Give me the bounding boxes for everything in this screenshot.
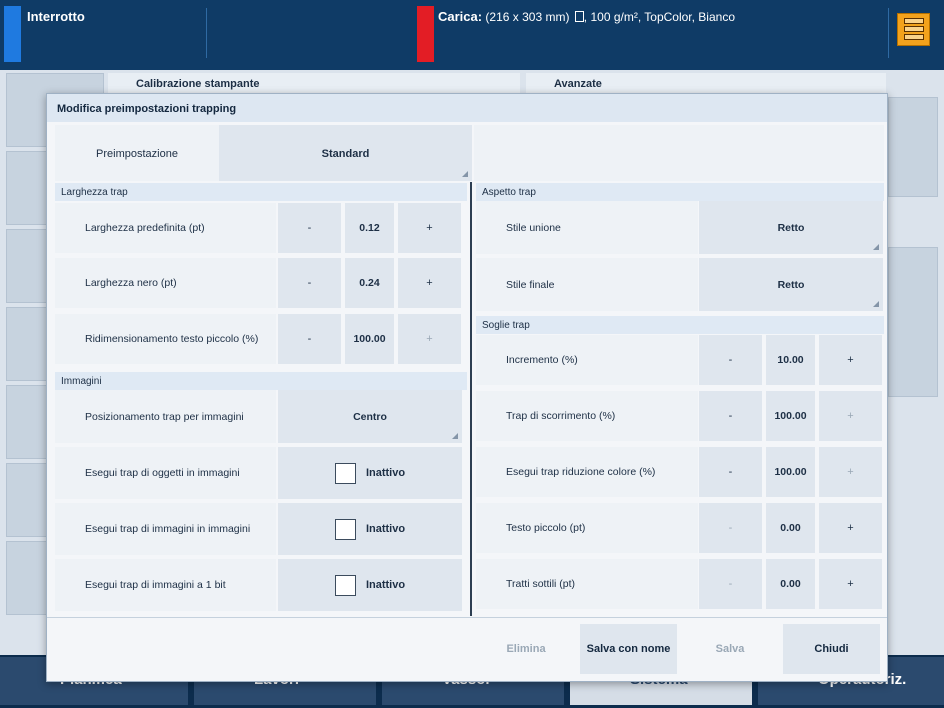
bg-right-item bbox=[888, 247, 938, 397]
step-value: 10.00 bbox=[766, 335, 815, 385]
color-reduction-value: 100.00 bbox=[766, 447, 815, 497]
image-trap-placement-value: Centro bbox=[353, 410, 387, 423]
row-label: Trap di scorrimento (%) bbox=[476, 391, 698, 441]
row-label: Esegui trap di immagini a 1 bit bbox=[55, 559, 276, 611]
row-label: Stile finale bbox=[476, 258, 698, 311]
row-label: Esegui trap di immagini in immagini bbox=[55, 503, 276, 555]
slide-trap-increment-button[interactable]: + bbox=[819, 391, 882, 441]
small-text-scaling-decrement-button[interactable]: - bbox=[278, 314, 341, 364]
section-images: Immagini bbox=[55, 372, 467, 390]
trap-images-in-images-toggle[interactable]: Inattivo bbox=[278, 503, 462, 555]
save-button[interactable]: Salva bbox=[715, 643, 745, 655]
bg-right-item bbox=[888, 97, 938, 197]
join-style-value: Retto bbox=[777, 221, 805, 234]
slide-trap-decrement-button[interactable]: - bbox=[699, 391, 762, 441]
preset-spacer bbox=[474, 125, 884, 181]
join-style-dropdown[interactable]: Retto bbox=[699, 201, 883, 254]
bg-tab-calibration: Calibrazione stampante bbox=[108, 73, 520, 95]
small-text-increment-button[interactable]: + bbox=[819, 503, 882, 553]
row-label: Tratti sottili (pt) bbox=[476, 559, 698, 609]
save-as-button[interactable]: Salva con nome bbox=[580, 624, 677, 674]
toggle-state: Inattivo bbox=[365, 579, 406, 591]
footer-separator bbox=[47, 617, 887, 618]
load-details: , 100 g/m², TopColor, Bianco bbox=[583, 10, 735, 24]
row-label: Ridimensionamento testo piccolo (%) bbox=[55, 314, 276, 364]
small-text-scaling-increment-button[interactable]: + bbox=[398, 314, 461, 364]
row-label: Esegui trap di oggetti in immagini bbox=[55, 447, 276, 499]
thin-lines-decrement-button[interactable]: - bbox=[699, 559, 762, 609]
preset-value: Standard bbox=[321, 148, 370, 160]
small-text-decrement-button[interactable]: - bbox=[699, 503, 762, 553]
load-label: Carica: bbox=[438, 9, 483, 24]
default-width-decrement-button[interactable]: - bbox=[278, 203, 341, 253]
status-separator bbox=[888, 8, 889, 58]
thin-lines-increment-button[interactable]: + bbox=[819, 559, 882, 609]
section-trap-thresholds: Soglie trap bbox=[476, 316, 884, 334]
row-label: Testo piccolo (pt) bbox=[476, 503, 698, 553]
row-label: Posizionamento trap per immagini bbox=[55, 390, 276, 443]
default-width-increment-button[interactable]: + bbox=[398, 203, 461, 253]
end-style-dropdown[interactable]: Retto bbox=[699, 258, 883, 311]
checkbox[interactable] bbox=[334, 574, 356, 596]
row-label: Stile unione bbox=[476, 201, 698, 254]
edit-trapping-preset-dialog: Modifica preimpostazioni trapping Preimp… bbox=[46, 93, 888, 682]
bg-tab-advanced: Avanzate bbox=[526, 73, 886, 95]
thin-lines-value: 0.00 bbox=[766, 559, 815, 609]
toggle-state: Inattivo bbox=[365, 523, 406, 535]
status-bar: Interrotto Carica: (216 x 303 mm) , 100 … bbox=[0, 0, 944, 70]
default-width-value: 0.12 bbox=[345, 203, 394, 253]
media-load-info: Carica: (216 x 303 mm) , 100 g/m², TopCo… bbox=[438, 9, 735, 24]
trap-objects-in-images-toggle[interactable]: Inattivo bbox=[278, 447, 462, 499]
close-button[interactable]: Chiudi bbox=[783, 624, 880, 674]
color-reduction-decrement-button[interactable]: - bbox=[699, 447, 762, 497]
delete-button[interactable]: Elimina bbox=[506, 643, 546, 655]
step-decrement-button[interactable]: - bbox=[699, 335, 762, 385]
checkbox[interactable] bbox=[334, 462, 356, 484]
load-indicator bbox=[417, 6, 434, 62]
black-width-decrement-button[interactable]: - bbox=[278, 258, 341, 308]
row-label: Esegui trap riduzione colore (%) bbox=[476, 447, 698, 497]
load-size: (216 x 303 mm) bbox=[485, 10, 570, 24]
row-label: Incremento (%) bbox=[476, 335, 698, 385]
color-reduction-increment-button[interactable]: + bbox=[819, 447, 882, 497]
slide-trap-value: 100.00 bbox=[766, 391, 815, 441]
trap-1bit-images-toggle[interactable]: Inattivo bbox=[278, 559, 462, 611]
dialog-title: Modifica preimpostazioni trapping bbox=[47, 94, 887, 122]
image-trap-placement-dropdown[interactable]: Centro bbox=[278, 390, 462, 443]
small-text-scaling-value: 100.00 bbox=[345, 314, 394, 364]
black-width-increment-button[interactable]: + bbox=[398, 258, 461, 308]
preset-dropdown[interactable]: Standard bbox=[219, 125, 472, 181]
end-style-value: Retto bbox=[777, 278, 805, 291]
printer-state-indicator bbox=[4, 6, 21, 62]
status-separator bbox=[206, 8, 207, 58]
row-label: Larghezza predefinita (pt) bbox=[55, 203, 276, 253]
preset-label: Preimpostazione bbox=[55, 125, 219, 181]
server-stack-icon[interactable] bbox=[897, 13, 930, 46]
printer-state-text: Interrotto bbox=[27, 9, 85, 24]
black-width-value: 0.24 bbox=[345, 258, 394, 308]
checkbox[interactable] bbox=[334, 518, 356, 540]
document-icon bbox=[574, 11, 584, 22]
section-trap-appearance: Aspetto trap bbox=[476, 183, 884, 201]
column-divider bbox=[470, 182, 472, 616]
row-label: Larghezza nero (pt) bbox=[55, 258, 276, 308]
section-trap-width: Larghezza trap bbox=[55, 183, 467, 201]
toggle-state: Inattivo bbox=[365, 467, 406, 479]
small-text-value: 0.00 bbox=[766, 503, 815, 553]
step-increment-button[interactable]: + bbox=[819, 335, 882, 385]
